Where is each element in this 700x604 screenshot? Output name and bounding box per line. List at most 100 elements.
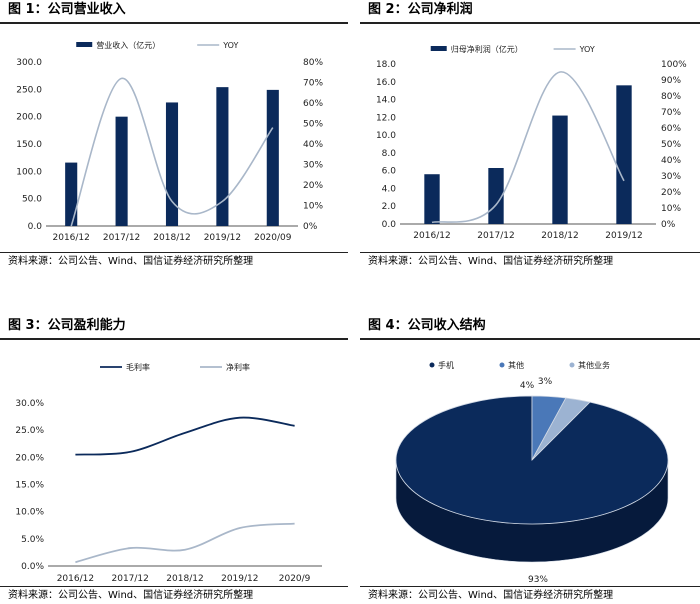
y2-tick-label: 40% [661,156,681,166]
bar [216,87,229,226]
legend-marker-3 [569,362,575,368]
bar [165,102,179,226]
y2-tick-label: 70% [661,108,681,118]
y-tick-label: 14.0 [376,96,396,106]
y2-tick-label: 80% [303,58,323,68]
y-tick-label: 10.0% [15,508,44,518]
legend-label-1: 毛利率 [126,362,150,372]
y2-tick-label: 30% [661,172,681,182]
y-tick-label: 0.0 [28,222,43,232]
y2-tick-label: 50% [661,140,681,150]
bar [424,174,440,224]
bar [266,89,279,226]
y-tick-label: 2.0 [382,202,397,212]
y-tick-label: 5.0% [21,535,44,545]
bar [65,162,78,226]
x-tick-label: 2017/12 [112,574,149,584]
x-tick-label: 2019/12 [605,231,642,241]
x-tick-label: 2018/12 [541,231,578,241]
bar [115,116,128,226]
y-tick-label: 16.0 [376,78,396,88]
x-tick-label: 2016/12 [53,233,90,243]
legend-label-2: 净利率 [226,362,250,372]
x-tick-label: 2016/12 [57,574,94,584]
y2-tick-label: 30% [303,161,323,171]
legend-label-2: 其他 [508,360,524,370]
series-line-1 [75,416,295,456]
x-tick-label: 2017/12 [103,233,140,243]
legend-label-line: YOY [222,41,238,50]
x-tick-label: 2019/12 [221,574,258,584]
y-tick-label: 100.0 [16,167,42,177]
figure-1-chart: 0.0 50.0 100.0 150.0 200.0 250.0 300.0 0% 10% 20%… [16,40,323,243]
figure-4-title: 图 4：公司收入结构 [360,316,700,340]
x-tick-label: 2019/12 [204,233,241,243]
pie-label-2: 4% [520,381,535,391]
y-tick-label: 250.0 [16,85,42,95]
y-tick-label: 25.0% [15,426,44,436]
figure-1-title: 图 1：公司营业收入 [0,0,348,24]
y-tick-label: 0.0% [21,562,44,572]
legend-marker-1 [429,362,435,368]
y-tick-label: 50.0 [22,195,42,205]
legend-swatch-bar [76,42,93,47]
series-line-2 [75,522,295,564]
y-tick-label: 12.0 [376,113,396,123]
x-tick-label: 2020/09 [254,233,292,243]
figure-3-source: 资料来源：公司公告、Wind、国信证券经济研究所整理 [0,586,348,604]
bar [552,115,568,224]
y2-tick-label: 60% [303,99,323,109]
y-tick-label: 6.0 [382,167,397,177]
figure-3-title: 图 3：公司盈利能力 [0,316,348,340]
figure-1-source: 资料来源：公司公告、Wind、国信证券经济研究所整理 [0,252,348,272]
y2-tick-label: 80% [661,92,681,102]
figure-2-chart: 0.0 2.0 4.0 6.0 8.0 10.0 12.0 14.0 16.0 18.0 0% 10%… [376,44,687,241]
y2-tick-label: 10% [303,202,323,212]
bar [488,168,504,224]
legend-label-bar: 营业收入（亿元） [96,40,160,50]
x-tick-label: 2020/9 [279,574,311,584]
legend-label-line: YOY [579,45,595,54]
y-tick-label: 18.0 [376,60,396,70]
pie-slice-3 [531,397,591,461]
y2-tick-label: 0% [661,220,676,230]
figure-1-panel: 图 1：公司营业收入 0.0 50.0 100.0 150.0 200.0 250.0 30… [0,0,348,270]
y2-tick-label: 50% [303,120,323,130]
y2-tick-label: 90% [661,76,681,86]
legend-swatch-bar [430,46,447,51]
y2-tick-label: 70% [303,79,323,89]
x-tick-label: 2017/12 [477,231,514,241]
x-tick-label: 2018/12 [166,574,203,584]
y2-tick-label: 20% [661,188,681,198]
y-tick-label: 8.0 [382,149,397,159]
y-tick-label: 15.0% [15,481,44,491]
y2-tick-label: 10% [661,204,681,214]
x-tick-label: 2016/12 [413,231,450,241]
x-tick-label: 2018/12 [153,233,190,243]
legend-label-1: 手机 [438,360,454,370]
y2-tick-label: 20% [303,181,323,191]
figure-3-chart: 0.0% 5.0% 10.0% 15.0% 20.0% 25.0% 30.0% 2016/12… [15,362,322,584]
y2-tick-label: 60% [661,124,681,134]
legend-label-bar: 归母净利润（亿元） [451,44,523,54]
figure-4-panel: 图 4：公司收入结构 93% 4% 3% 手机 其他 其他业务 资料来源：公司公告、Win… [360,316,700,604]
figure-4-chart: 93% 4% 3% 手机 其他 其他业务 [395,360,669,585]
figure-4-source: 资料来源：公司公告、Wind、国信证券经济研究所整理 [360,586,700,604]
yoy-line [431,71,625,224]
y-tick-label: 10.0 [376,131,396,141]
yoy-line [70,77,274,227]
y-tick-label: 4.0 [382,184,397,194]
y-tick-label: 150.0 [16,140,42,150]
bar [616,85,632,224]
y-tick-label: 20.0% [15,453,44,463]
figure-3-panel: 图 3：公司盈利能力 0.0% 5.0% 10.0% 15.0% 20.0% 25.0% 3… [0,316,348,604]
y2-tick-label: 0% [303,222,318,232]
y-tick-label: 0.0 [382,220,397,230]
figure-2-title: 图 2：公司净利润 [360,0,700,24]
y-tick-label: 30.0% [15,399,44,409]
legend-marker-2 [499,362,505,368]
legend-label-3: 其他业务 [578,360,610,370]
figure-2-source: 资料来源：公司公告、Wind、国信证券经济研究所整理 [360,252,700,272]
y-tick-label: 200.0 [16,113,42,123]
y2-tick-label: 100% [661,60,687,70]
